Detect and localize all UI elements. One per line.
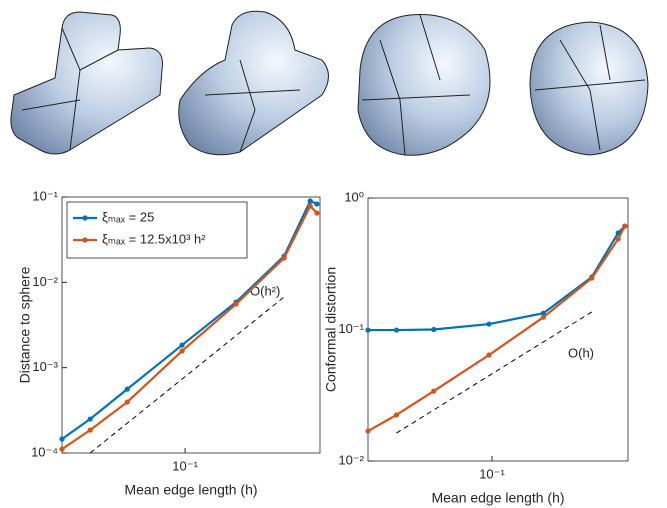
y-axis-label: Distance to sphere	[17, 266, 33, 383]
data-point	[486, 352, 491, 357]
y-tick-label: 10⁻¹	[338, 321, 364, 336]
data-point	[281, 255, 286, 260]
data-point	[88, 416, 93, 421]
legend-label: ξₘₐₓ = 12.5x10³ h²	[102, 231, 206, 246]
data-point	[365, 327, 370, 332]
y-tick-label: 10⁻¹	[32, 188, 58, 203]
legend-label: ξₘₐₓ = 25	[102, 209, 154, 224]
series-line	[368, 226, 625, 431]
x-axis-label: Mean edge length (h)	[431, 490, 564, 506]
y-tick-label: 10⁻³	[32, 359, 58, 374]
tee-shape-smoothed	[179, 11, 329, 155]
data-point	[59, 436, 64, 441]
blob-shape	[358, 14, 490, 155]
data-point	[541, 315, 546, 320]
data-point	[179, 348, 184, 353]
data-point	[394, 327, 399, 332]
data-point	[616, 236, 621, 241]
data-point	[486, 321, 491, 326]
data-point	[314, 201, 319, 206]
legend-box	[67, 202, 247, 258]
data-point	[622, 223, 627, 228]
data-point	[125, 387, 130, 392]
data-point	[233, 301, 238, 306]
data-point	[589, 275, 594, 280]
figure: 10⁻⁴ 10⁻³ 10⁻² 10⁻¹ 10⁻¹ Mean edge length (h)…	[0, 0, 667, 508]
series-line	[368, 226, 625, 330]
reference-label: O(h)	[568, 345, 594, 360]
data-point	[59, 447, 64, 452]
x-tick-label: 10⁻¹	[479, 466, 505, 481]
data-point	[365, 428, 370, 433]
data-point	[431, 327, 436, 332]
data-point	[314, 210, 319, 215]
data-point	[88, 427, 93, 432]
y-tick-label: 10⁰	[344, 189, 364, 204]
data-point	[308, 203, 313, 208]
reference-line	[90, 296, 285, 453]
tee-shape	[11, 12, 163, 154]
data-point	[394, 412, 399, 417]
legend-marker	[82, 237, 87, 242]
x-tick-label: 10⁻¹	[172, 458, 198, 473]
data-point	[308, 198, 313, 203]
x-axis-label: Mean edge length (h)	[124, 482, 257, 498]
y-axis-label: Conformal distortion	[323, 267, 339, 392]
y-tick-label: 10⁻²	[32, 274, 58, 289]
shape-renders	[11, 11, 648, 155]
y-tick-label: 10⁻⁴	[31, 444, 58, 459]
data-point	[125, 399, 130, 404]
data-point	[179, 342, 184, 347]
legend-marker	[82, 215, 87, 220]
data-point	[431, 389, 436, 394]
y-tick-label: 10⁻²	[338, 452, 364, 467]
